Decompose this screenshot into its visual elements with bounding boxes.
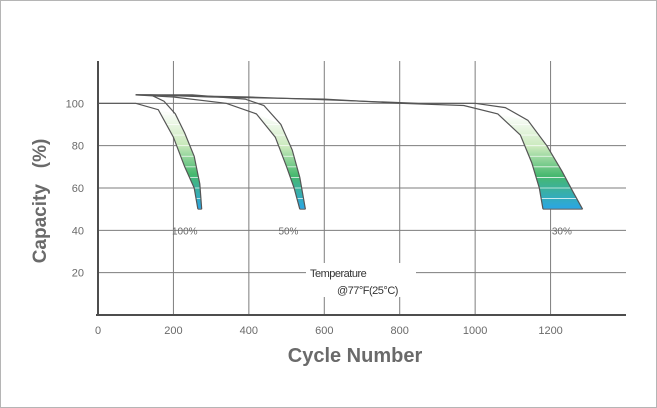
y-axis-title: Capacity (%): [30, 139, 51, 264]
y-tick-label-80: 80: [72, 141, 84, 153]
x-tick-label-1200: 1200: [538, 325, 562, 337]
x-tick-label-600: 600: [315, 325, 333, 337]
y-tick-label-60: 60: [72, 183, 84, 195]
capacity-curve-shoulder-3: [135, 94, 584, 210]
capacity-curve-base-1: [98, 102, 199, 210]
curve-label-2: 50%: [278, 227, 298, 238]
annotation-line-1: Temperature: [310, 268, 367, 280]
x-tick-label-200: 200: [164, 325, 182, 337]
capacity-curves: 100% 50% 30%: [98, 94, 584, 238]
x-tick-label-400: 400: [240, 325, 258, 337]
discharge-bands: [158, 109, 583, 210]
annotation-line-2: @77°F(25°C): [337, 285, 398, 297]
x-tick-label-0: 0: [95, 325, 101, 337]
discharge-band-1: [158, 109, 202, 210]
curve-label-1: 100%: [172, 227, 198, 238]
capacity-curve-base-2: [135, 94, 301, 210]
curve-label-3: 30%: [552, 227, 572, 238]
x-axis-title: Cycle Number: [288, 345, 423, 367]
x-tick-label-1000: 1000: [463, 325, 487, 337]
y-tick-label-100: 100: [66, 98, 84, 110]
y-tick-label-20: 20: [72, 268, 84, 280]
annotation-box: [306, 263, 416, 297]
discharge-band-2: [256, 113, 306, 210]
y-tick-label-40: 40: [72, 225, 84, 237]
x-tick-label-800: 800: [391, 325, 409, 337]
discharge-band-3: [497, 113, 583, 210]
capacity-curve-base-3: [150, 94, 544, 210]
